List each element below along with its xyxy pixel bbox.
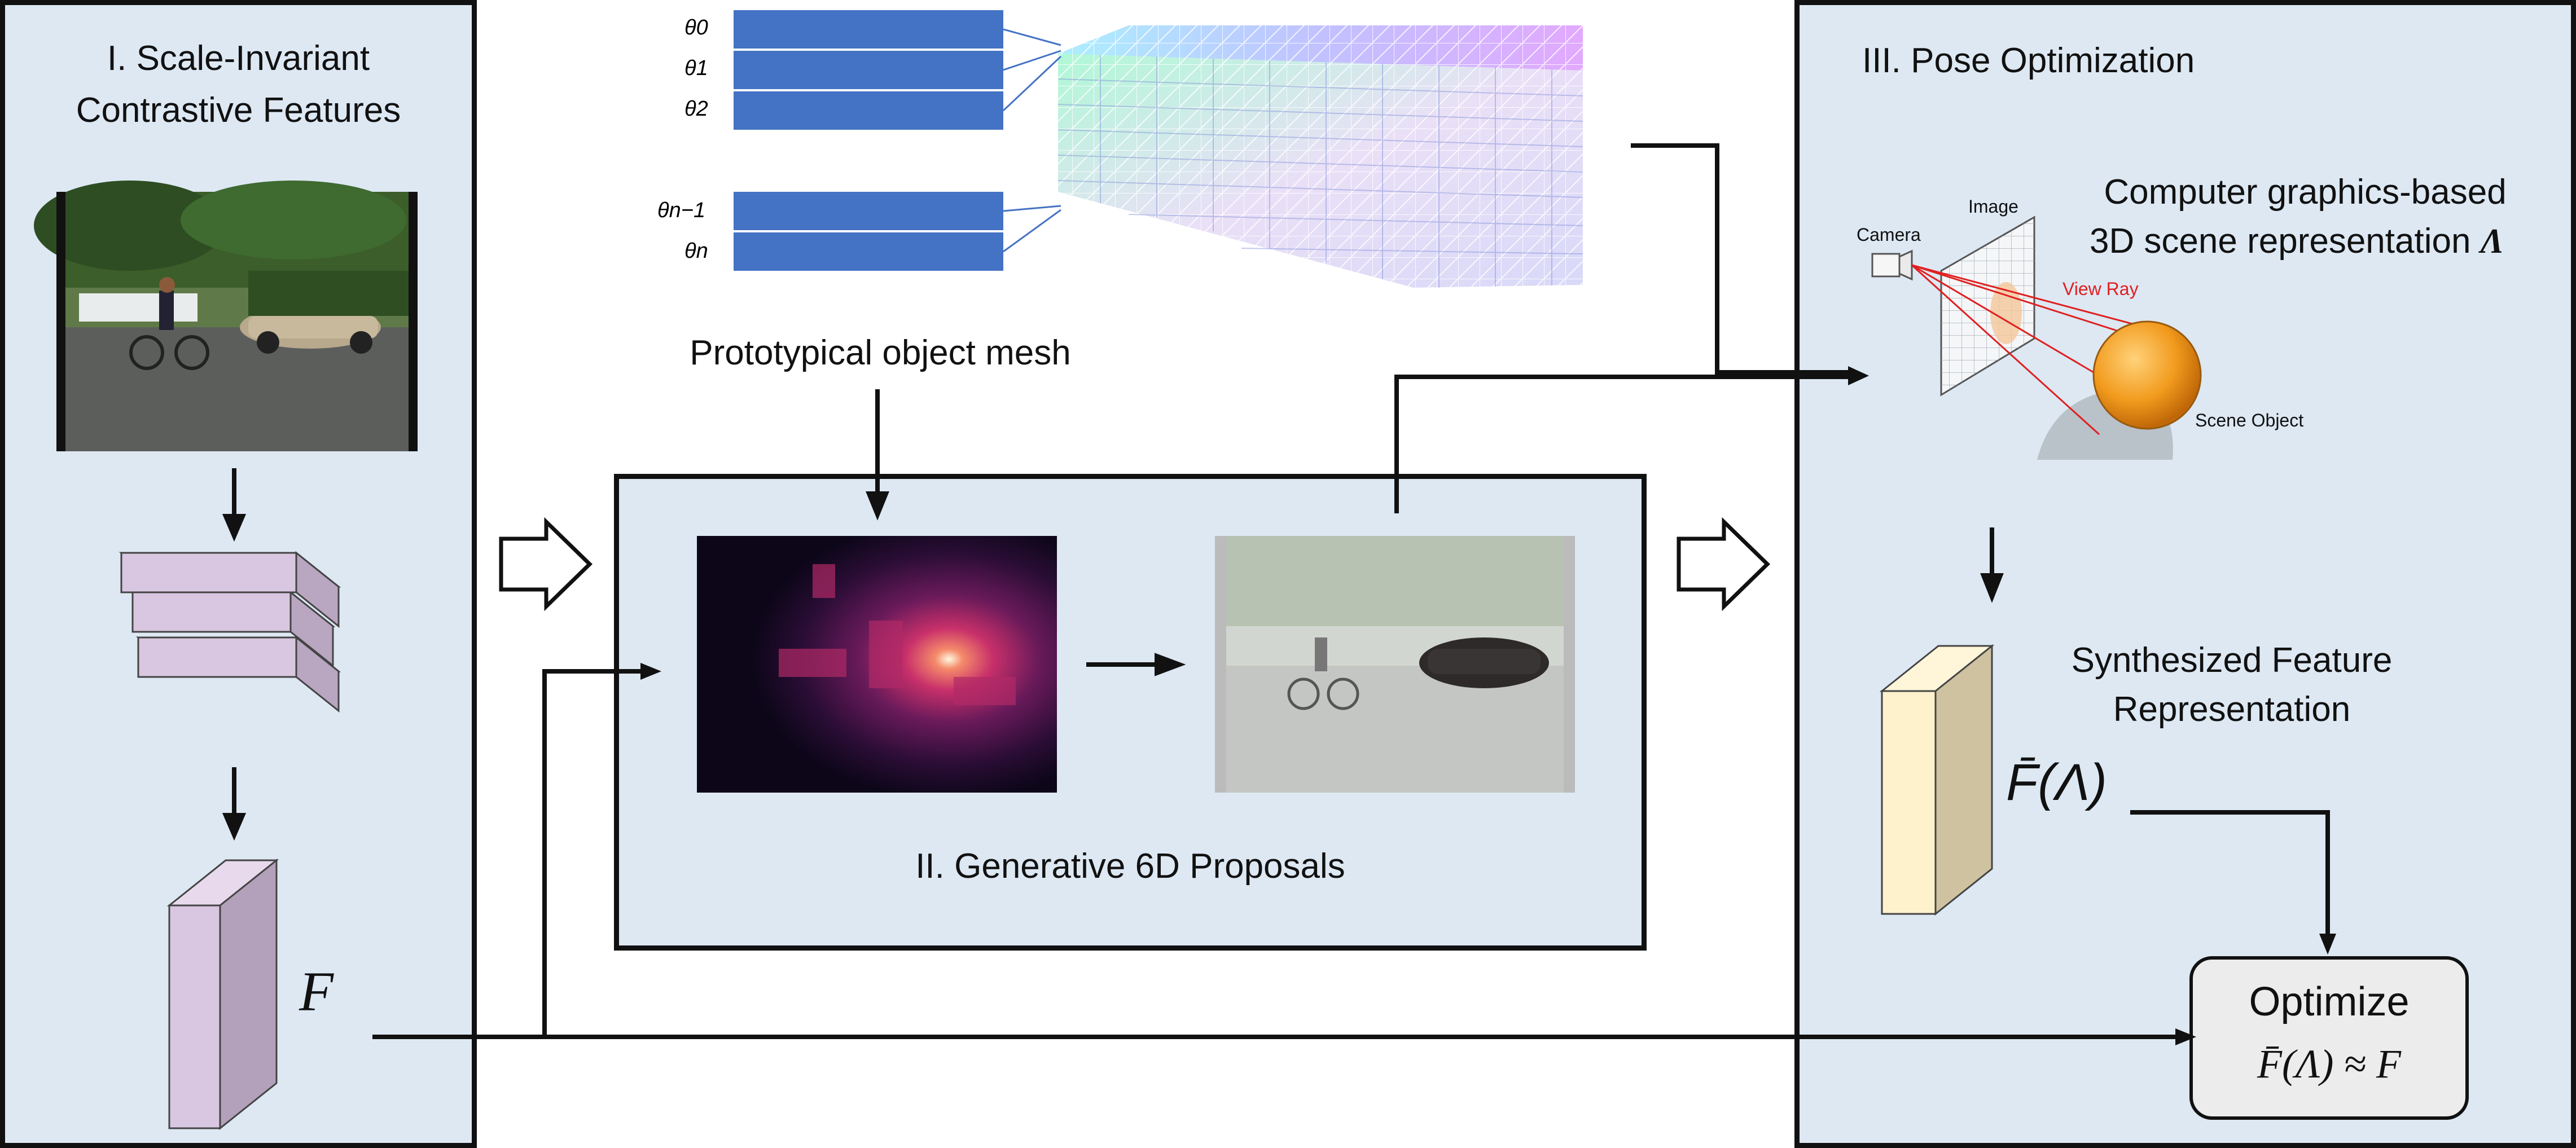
panel-scale-invariant-features (0, 0, 477, 1148)
synth-label-line2: Representation (2113, 690, 2351, 729)
camera-label: Camera (1857, 225, 1921, 245)
synth-label-line1: Synthesized Feature (2071, 641, 2393, 680)
hollow-arrow-1 (499, 517, 593, 612)
image-label: Image (1968, 196, 2018, 217)
graphics-label-line1: Computer graphics-based (2104, 173, 2507, 212)
feature-symbol-f: F (299, 960, 334, 1023)
scene-object-label: Scene Object (2195, 410, 2304, 430)
param-label-n-1: θn−1 (657, 199, 706, 222)
mesh-label: Prototypical object mesh (690, 333, 1071, 372)
hollow-arrow-2 (1677, 517, 1771, 612)
scene-symbol-lambda: Λ (2480, 222, 2504, 261)
graphics-label-line2-wrap: 3D scene representation Λ (2054, 221, 2539, 262)
optimize-title: Optimize (2249, 979, 2410, 1024)
param-label-0: θ0 (684, 16, 708, 39)
panel1-title-line1: I. Scale-Invariant (107, 39, 370, 78)
graphics-label-line2: 3D scene representation (2089, 222, 2471, 261)
panel3-title: III. Pose Optimization (1862, 41, 2195, 80)
param-bar-1 (734, 51, 1003, 89)
param-label-n: θn (684, 239, 708, 263)
param-bar-n-1 (734, 192, 1003, 230)
param-label-1: θ1 (684, 56, 708, 80)
param-label-2: θ2 (684, 97, 708, 121)
synth-symbol: F̄(Λ) (2006, 754, 2107, 811)
panel2-title: II. Generative 6D Proposals (915, 847, 1345, 886)
param-bar-n (734, 232, 1003, 271)
optimize-equation: F̄(Λ) ≈ F (2257, 1041, 2401, 1087)
optimize-box (2189, 956, 2469, 1120)
view-ray-label: View Ray (2062, 279, 2139, 299)
param-bar-0 (734, 10, 1003, 49)
param-bar-2 (734, 91, 1003, 130)
panel1-title-line2: Contrastive Features (76, 91, 401, 130)
